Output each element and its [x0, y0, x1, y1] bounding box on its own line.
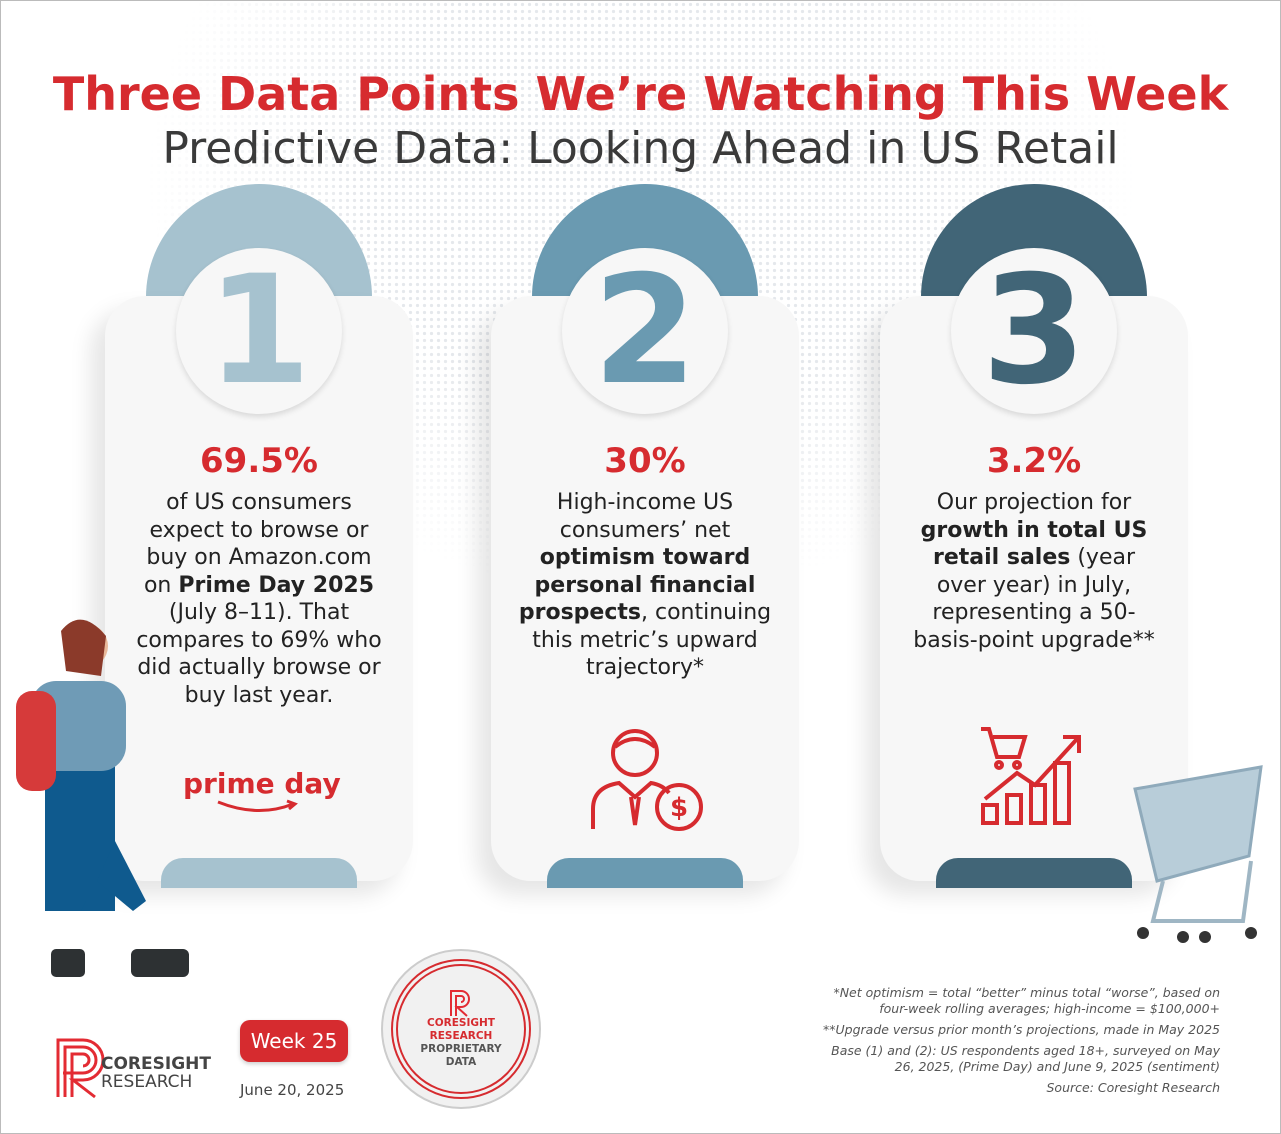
text: (year over year) in July, representing a…	[913, 545, 1155, 653]
text: of US consumers expect to browse or buy …	[143, 490, 372, 598]
seal-line3: PROPRIETARY	[420, 1043, 502, 1055]
text-bold: Prime Day 2025	[178, 572, 375, 598]
card-2-description: High-income US consumers’ net optimism t…	[491, 489, 799, 682]
logo-line2: RESEARCH	[101, 1072, 193, 1092]
seal-line1: CORESIGHT	[427, 1017, 495, 1029]
card-1-description: of US consumers expect to browse or buy …	[105, 489, 413, 709]
source-note: Source: Coresight Research	[1046, 1080, 1221, 1095]
footnote: *Net optimism = total “better” minus tot…	[833, 985, 1220, 1016]
text-bold: optimism toward personal financial prosp…	[518, 545, 756, 625]
text-bold: growth in total US retail sales	[920, 517, 1148, 571]
seal-line2: RESEARCH	[429, 1030, 493, 1042]
publish-date: June 20, 2025	[240, 1081, 345, 1099]
prime-day-logo: prime day	[183, 767, 341, 818]
text: (July 8–11). That compares to 69% who di…	[136, 600, 382, 708]
svg-text:$: $	[670, 793, 688, 823]
coresight-r-icon	[450, 990, 470, 1017]
footnote: Base (1) and (2): US respondents aged 18…	[831, 1043, 1220, 1074]
coresight-r-icon	[56, 1038, 105, 1099]
card-2-tab	[547, 858, 743, 888]
woman-thinking-illustration	[16, 619, 189, 977]
seal-line4: DATA	[445, 1056, 477, 1068]
card-1-tab	[161, 858, 357, 888]
page-title: Three Data Points We’re Watching This We…	[52, 67, 1229, 121]
cart-growth-chart-icon	[981, 727, 1081, 825]
page-subtitle: Predictive Data: Looking Ahead in US Ret…	[162, 123, 1119, 174]
text: Our projection for	[936, 490, 1132, 515]
card-2-stat: 30%	[604, 441, 686, 481]
proprietary-data-seal: CORESIGHT RESEARCH PROPRIETARY DATA	[381, 949, 541, 1109]
card-3-tab	[936, 858, 1132, 888]
week-badge: Week 25	[240, 1020, 348, 1062]
card-3-description: Our projection for growth in total US re…	[880, 489, 1188, 654]
text: High-income US consumers’ net	[556, 490, 734, 543]
card-2-number: 2	[562, 248, 728, 414]
prime-day-logo-text: prime day	[183, 767, 341, 800]
card-1-stat: 69.5%	[200, 441, 318, 481]
card-3-number: 3	[951, 248, 1117, 414]
shopping-cart-illustration	[1133, 765, 1263, 943]
coresight-logo: CORESIGHT RESEARCH	[55, 1037, 211, 1099]
card-3-stat: 3.2%	[986, 441, 1082, 481]
text: , continuing this metric’s upward trajec…	[532, 600, 772, 680]
businessman-dollar-icon: $	[591, 729, 703, 831]
footnotes: *Net optimism = total “better” minus tot…	[810, 985, 1220, 1101]
logo-line1: CORESIGHT	[101, 1054, 211, 1074]
card-1-number: 1	[176, 248, 342, 414]
footnote: **Upgrade versus prior month’s projectio…	[823, 1022, 1220, 1037]
